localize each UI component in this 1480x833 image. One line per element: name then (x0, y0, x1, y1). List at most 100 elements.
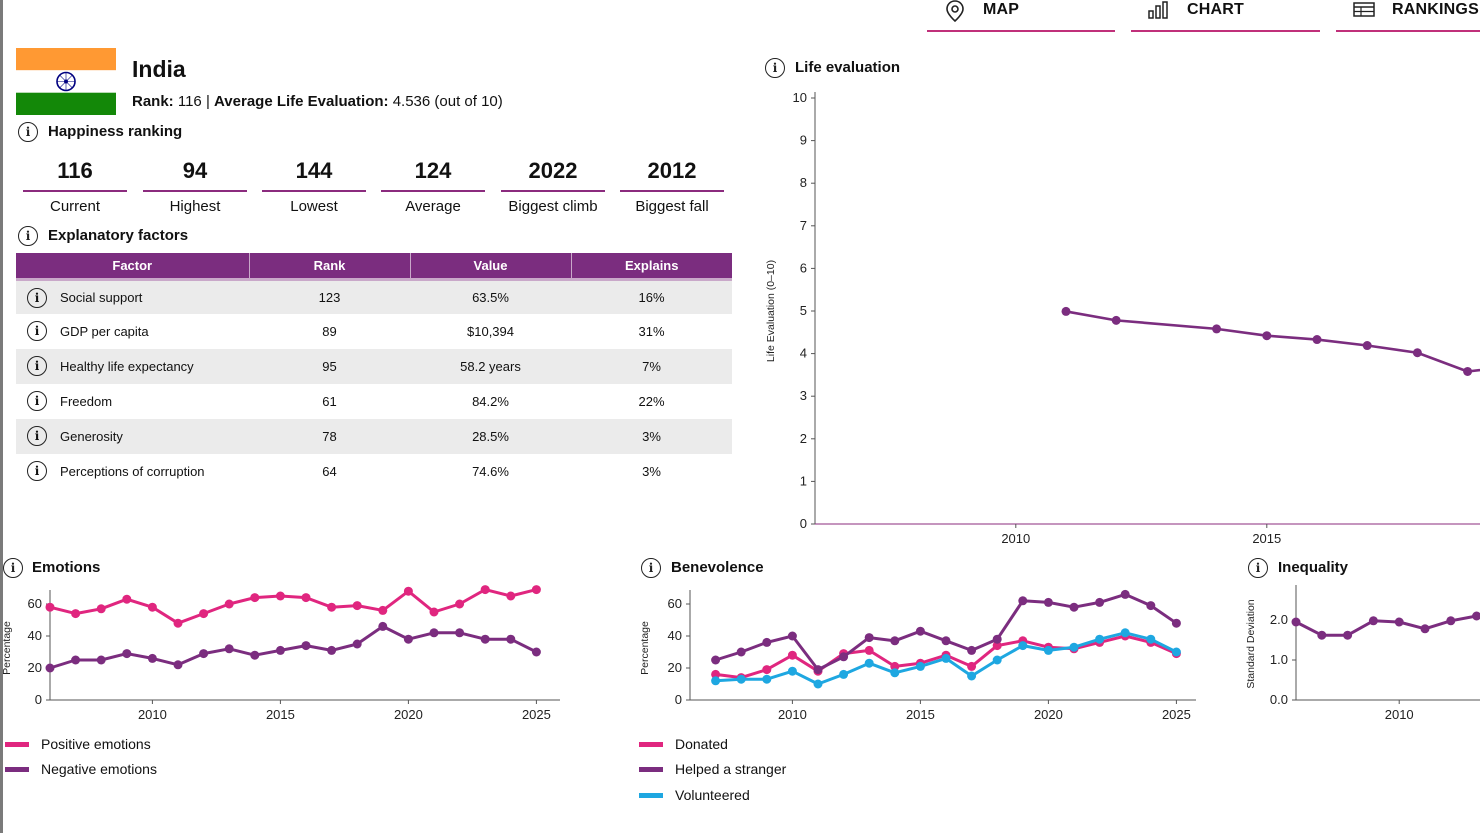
data-point (403, 634, 413, 644)
data-point (455, 599, 465, 609)
data-point (506, 591, 516, 601)
col-rank[interactable]: Rank (249, 253, 411, 281)
data-point (378, 621, 388, 631)
series-line (49, 588, 537, 625)
data-point (1095, 597, 1105, 607)
x-tick-label: 2010 (778, 707, 807, 722)
col-factor[interactable]: Factor (16, 253, 250, 281)
rank-biggest-climb-value: 2022 (501, 156, 605, 192)
data-point (403, 586, 413, 596)
table-icon (1353, 2, 1375, 17)
table-row: i Generosity 78 28.5% 3% (16, 419, 732, 454)
data-point (941, 653, 951, 663)
left-edge-rule (0, 0, 3, 833)
country-summary: Rank: 116 | Average Life Evaluation: 4.5… (132, 93, 503, 110)
data-point (275, 591, 285, 601)
legend-positive-emotions[interactable]: Positive emotions (5, 736, 151, 752)
legend-helped-stranger[interactable]: Helped a stranger (639, 761, 786, 777)
data-point (736, 647, 746, 657)
inequality-title: Inequality (1278, 559, 1349, 576)
info-icon[interactable]: i (27, 391, 47, 411)
rank-value: 116 (177, 93, 202, 110)
life-evaluation-title: Life evaluation (795, 59, 901, 76)
factors-info-icon[interactable]: i (18, 226, 38, 246)
rank-average-value: 124 (381, 156, 485, 192)
legend-donated[interactable]: Donated (639, 736, 728, 752)
rank-biggest-fall: 2012 Biggest fall (620, 156, 724, 215)
legend-volunteered[interactable]: Volunteered (639, 787, 750, 803)
rank-biggest-fall-value: 2012 (620, 156, 724, 192)
bar-chart-icon (1148, 1, 1168, 19)
factor-explains: 16% (571, 279, 732, 314)
data-point (1061, 306, 1071, 316)
data-point (275, 645, 285, 655)
data-point (1212, 324, 1222, 334)
avg-value: 4.536 (out of 10) (392, 93, 503, 110)
data-point (762, 665, 772, 675)
rank-highest-caption: Highest (169, 198, 221, 215)
factor-value: 84.2% (472, 394, 509, 409)
rank-current-caption: Current (49, 198, 101, 215)
emotions-info-icon[interactable]: i (3, 558, 23, 578)
data-point (890, 636, 900, 646)
data-point (327, 645, 337, 655)
factor-label: Social support (60, 289, 143, 305)
data-point (531, 647, 541, 657)
life-evaluation-info-icon[interactable]: i (765, 58, 785, 78)
data-point (250, 593, 260, 603)
rank-biggest-climb-caption: Biggest climb (508, 198, 598, 215)
factor-name: i Social support (16, 279, 249, 314)
inequality-chart: 0.0 1.0 2.0 2010 Standard Deviation (1245, 585, 1480, 722)
factor-label: Generosity (60, 429, 123, 444)
data-point (224, 599, 234, 609)
data-point (506, 634, 516, 644)
info-icon[interactable]: i (27, 426, 47, 446)
rank-highest-value: 94 (143, 156, 247, 192)
tab-chart[interactable]: CHART (1131, 0, 1320, 32)
col-explains[interactable]: Explains (571, 253, 732, 281)
data-point (1412, 348, 1422, 358)
data-point (1095, 634, 1105, 644)
factor-explains: 3% (642, 464, 661, 479)
y-tick-label: 9 (800, 133, 807, 148)
inequality-info-icon[interactable]: i (1248, 558, 1268, 578)
country-name: India (132, 56, 186, 82)
data-point (199, 609, 209, 619)
factor-explains: 31% (638, 324, 665, 339)
y-tick-label: 60 (28, 596, 42, 611)
legend-negative-emotions[interactable]: Negative emotions (5, 761, 157, 777)
y-axis-label: Percentage (1, 621, 13, 675)
y-tick-label: 1.0 (1270, 652, 1288, 667)
data-point (1312, 335, 1322, 345)
y-tick-label: 20 (28, 660, 42, 675)
tab-rankings[interactable]: RANKINGS (1336, 0, 1480, 32)
y-tick-label: 6 (800, 260, 807, 275)
tab-map[interactable]: MAP (927, 0, 1115, 32)
data-point (992, 655, 1002, 665)
x-tick-label: 2010 (1001, 531, 1030, 546)
data-point (839, 652, 849, 662)
data-point (1018, 596, 1028, 606)
data-point (992, 641, 1002, 651)
table-row: i Freedom 61 84.2% 22% (16, 384, 732, 419)
data-point (890, 661, 900, 671)
data-point (813, 665, 823, 675)
info-icon[interactable]: i (27, 287, 47, 308)
factor-value: 74.6% (472, 464, 509, 479)
data-point (967, 671, 977, 681)
rank-current-value: 116 (23, 156, 127, 192)
factors-header-row: Factor Rank Value Explains (16, 253, 732, 281)
data-point (1420, 624, 1430, 634)
col-value[interactable]: Value (410, 253, 572, 281)
data-point (839, 669, 849, 679)
summary-separator: | (201, 93, 215, 110)
info-icon[interactable]: i (27, 461, 47, 481)
data-point (762, 637, 772, 647)
happiness-info-icon[interactable]: i (18, 122, 38, 142)
y-tick-label: 0.0 (1270, 692, 1288, 707)
info-icon[interactable]: i (27, 356, 47, 376)
data-point (224, 644, 234, 654)
info-icon[interactable]: i (27, 321, 47, 341)
benevolence-info-icon[interactable]: i (641, 558, 661, 578)
data-point (864, 633, 874, 643)
